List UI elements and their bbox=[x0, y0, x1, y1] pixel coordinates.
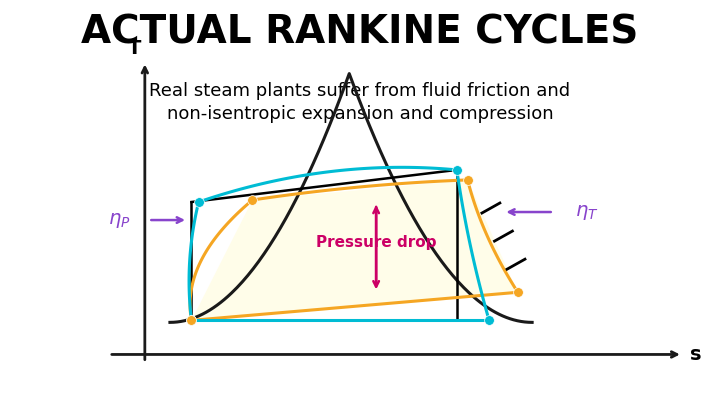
Text: s: s bbox=[690, 345, 701, 364]
Text: T: T bbox=[127, 38, 141, 57]
Text: $\eta_P$: $\eta_P$ bbox=[108, 210, 130, 229]
Text: Real steam plants suffer from fluid friction and
non-isentropic expansion and co: Real steam plants suffer from fluid fric… bbox=[150, 82, 570, 123]
Text: Pressure drop: Pressure drop bbox=[316, 235, 436, 250]
Polygon shape bbox=[192, 180, 518, 320]
Text: $\eta_T$: $\eta_T$ bbox=[575, 202, 599, 221]
Text: ACTUAL RANKINE CYCLES: ACTUAL RANKINE CYCLES bbox=[81, 13, 639, 51]
